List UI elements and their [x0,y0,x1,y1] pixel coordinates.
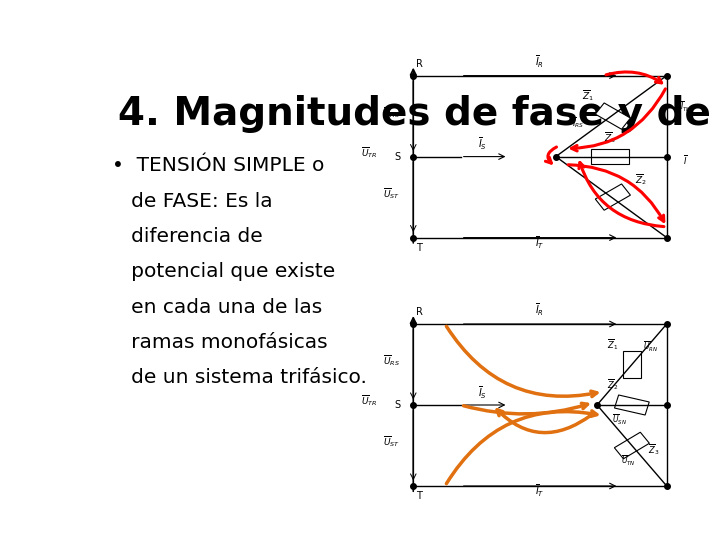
Text: $\overline{I}_{T}$: $\overline{I}_{T}$ [535,235,545,251]
Text: 4. Magnitudes de fase y de línea: 4. Magnitudes de fase y de línea [118,94,720,133]
Bar [614,432,649,459]
Text: T: T [416,491,423,502]
Text: en cada una de las: en cada una de las [112,298,323,316]
Bar [595,184,631,210]
Text: $\overline{U}_{RS}$: $\overline{U}_{RS}$ [382,105,400,119]
Text: $\overline{Z}_{2}$: $\overline{Z}_{2}$ [636,172,647,187]
Text: $\overline{Z}_{3}$: $\overline{Z}_{3}$ [649,443,660,457]
Text: diferencia de: diferencia de [112,227,263,246]
Text: $\overline{Z}_{1}$: $\overline{Z}_{1}$ [607,338,618,352]
Text: $\overline{U}_{TR}$: $\overline{U}_{TR}$ [361,394,377,408]
Text: $\overline{I}_{R}$: $\overline{I}_{R}$ [536,54,544,70]
Text: R: R [416,307,423,317]
Text: potencial que existe: potencial que existe [112,262,336,281]
Text: $\overline{I}_{TH}$: $\overline{I}_{TH}$ [680,100,691,114]
Text: $\overline{U}_{TN}$: $\overline{U}_{TN}$ [621,454,636,468]
Text: •  TENSIÓN SIMPLE o: • TENSIÓN SIMPLE o [112,156,325,176]
Text: R: R [416,59,423,69]
Text: $\overline{U}_{RS}$: $\overline{U}_{RS}$ [382,353,400,368]
Text: T: T [416,243,423,253]
Bar [590,149,629,164]
Text: $\overline{I}_{R}$: $\overline{I}_{R}$ [536,302,544,319]
Text: $\overline{Z}_{2}$: $\overline{Z}_{2}$ [607,378,618,392]
Text: $\overline{U}_{RN}$: $\overline{U}_{RN}$ [643,340,659,354]
Bar [615,395,649,415]
Text: S: S [395,152,400,161]
Text: S: S [395,400,400,410]
Text: ramas monofásicas: ramas monofásicas [112,333,328,352]
Bar [623,351,641,378]
Text: $\overline{U}_{SN}$: $\overline{U}_{SN}$ [612,413,626,427]
Text: de FASE: Es la: de FASE: Es la [112,192,273,211]
Text: de un sistema trifásico.: de un sistema trifásico. [112,368,367,387]
Text: $\overline{U}_{ST}$: $\overline{U}_{ST}$ [382,186,400,200]
Text: $\overline{U}_{ST}$: $\overline{U}_{ST}$ [382,434,400,449]
Text: $\overline{I}_{T}$: $\overline{I}_{T}$ [535,483,545,500]
Text: $\overline{Z}_{3}$: $\overline{Z}_{3}$ [604,131,616,145]
Text: $\overline{Z}_{1}$: $\overline{Z}_{1}$ [582,89,593,103]
Text: $\overline{U}_{TR}$: $\overline{U}_{TR}$ [361,145,377,160]
Text: $\overline{I}_{RS}$: $\overline{I}_{RS}$ [572,116,584,130]
Text: $\overline{I}$: $\overline{I}$ [683,153,688,167]
Text: $\overline{I}_{S}$: $\overline{I}_{S}$ [479,136,487,152]
Text: $\overline{I}_{S}$: $\overline{I}_{S}$ [479,384,487,401]
Bar [595,103,631,129]
